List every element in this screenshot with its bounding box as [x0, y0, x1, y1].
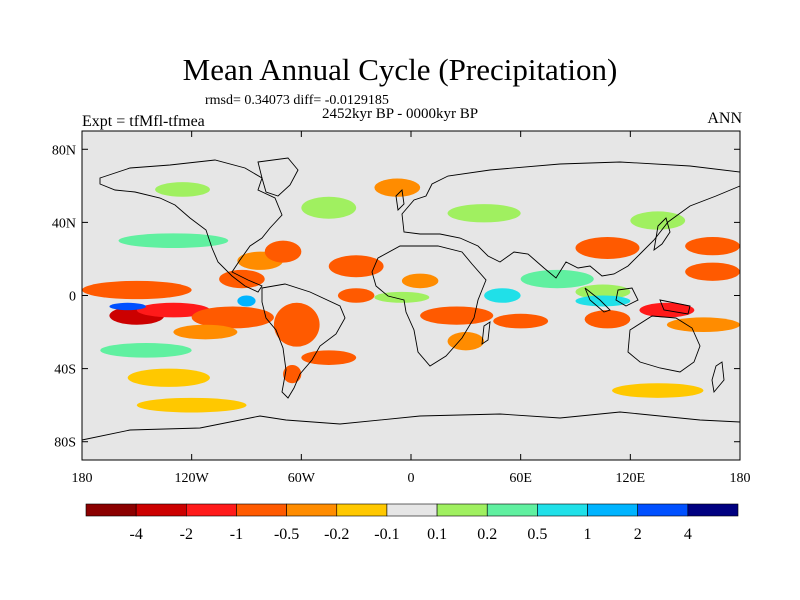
anomaly-region-2 — [136, 302, 210, 318]
anomaly-region-37 — [155, 182, 210, 197]
colorbar-label-2: -1 — [230, 526, 243, 543]
coast-australia — [627, 315, 701, 373]
anomaly-region-39 — [100, 343, 192, 358]
anomaly-region-24 — [127, 368, 210, 387]
anomaly-region-0 — [82, 280, 192, 300]
anomaly-region-8 — [328, 255, 384, 278]
coast-antarctica — [81, 411, 741, 441]
anomaly-region-15 — [493, 313, 549, 329]
anomaly-region-19 — [584, 310, 631, 329]
anomaly-region-25 — [136, 397, 247, 413]
anomaly-region-35 — [237, 295, 256, 307]
colorbar-box-8 — [486, 503, 538, 517]
coast-madagascar — [481, 321, 491, 345]
y-tick-label-0: 80N — [52, 143, 76, 158]
period-label: 2452kyr BP - 0000kyr BP — [322, 106, 479, 122]
chart-title: Mean Annual Cycle (Precipitation) — [182, 52, 618, 87]
colorbar-box-10 — [587, 503, 638, 517]
anomaly-region-22 — [685, 237, 740, 256]
anomaly-region-33 — [484, 288, 521, 303]
anomaly-region-11 — [283, 364, 302, 384]
stats-line: rmsd= 0.34073 diff= -0.0129185 — [205, 93, 389, 108]
anomaly-region-34 — [575, 295, 631, 307]
colorbar-label-7: 0.2 — [477, 526, 497, 543]
colorbar-label-1: -2 — [180, 526, 193, 543]
coast-north-america — [99, 159, 283, 293]
colorbar-box-0 — [85, 503, 137, 517]
x-tick-label-5: 120E — [616, 471, 646, 486]
colorbar-box-6 — [386, 503, 438, 517]
anomaly-region-20 — [666, 317, 740, 333]
anomaly-region-32 — [374, 291, 430, 303]
y-tick-label-1: 40N — [52, 216, 76, 231]
anomaly-region-13 — [420, 306, 494, 325]
axes: 180 120W 60W 0 60E 120E 180 80N 40N 0 40S 80S — [52, 131, 751, 486]
map-layer — [82, 131, 740, 460]
anomaly-region-17 — [685, 262, 740, 281]
coast-britain — [395, 189, 405, 211]
season-label: ANN — [707, 110, 742, 127]
coast-eurasia — [401, 161, 741, 279]
anomaly-region-9 — [337, 288, 375, 303]
y-tick-label-4: 80S — [54, 436, 76, 451]
colorbar-label-9: 1 — [584, 526, 592, 543]
colorbar-label-0: -4 — [129, 526, 142, 543]
anomaly-region-36 — [109, 302, 146, 311]
anomaly-region-28 — [118, 233, 229, 248]
colorbar-box-1 — [135, 503, 187, 517]
coast-new-guinea — [659, 299, 691, 315]
coast-new-zealand — [711, 361, 725, 394]
colorbar-label-4: -0.2 — [324, 526, 349, 543]
coast-africa — [371, 245, 487, 367]
x-tick-label-6: 180 — [730, 471, 751, 486]
coast-japan — [653, 217, 671, 252]
anomaly-region-21 — [575, 237, 640, 259]
anomaly-region-4 — [173, 324, 238, 340]
coastlines — [81, 157, 741, 441]
anomaly-region-29 — [301, 196, 357, 219]
y-tick-label-2: 0 — [69, 290, 76, 305]
anomaly-region-16 — [401, 273, 439, 289]
colorbar-box-2 — [186, 503, 237, 517]
x-tick-label-4: 60E — [509, 471, 532, 486]
y-tick-label-3: 40S — [54, 363, 76, 378]
anomaly-region-30 — [520, 269, 594, 289]
colorbar-box-7 — [436, 503, 488, 517]
anomaly-region-27 — [82, 207, 156, 230]
colorbar-label-10: 2 — [634, 526, 642, 543]
colorbar-label-11: 4 — [684, 526, 692, 543]
colorbar-box-11 — [637, 503, 689, 517]
colorbar-box-12 — [687, 503, 739, 517]
coast-sumatra — [584, 287, 611, 313]
anomaly-region-10 — [273, 302, 320, 347]
anomaly-region-14 — [447, 332, 485, 351]
colorbar-box-9 — [537, 503, 588, 517]
anomaly-region-5 — [219, 269, 265, 289]
anomaly-region-23 — [374, 178, 421, 197]
coast-south-america — [261, 283, 346, 399]
colorbar-label-8: 0.5 — [527, 526, 547, 543]
colorbar-box-3 — [236, 503, 287, 517]
colorbar-box-5 — [336, 503, 388, 517]
colorbar-label-5: -0.1 — [374, 526, 399, 543]
colorbar: -4 -2 -1 -0.5 -0.2 -0.1 0.1 0.2 0.5 1 2 4 — [85, 503, 739, 543]
experiment-label: Expt = tfMfl-tfmea — [82, 113, 205, 130]
colorbar-box-4 — [286, 503, 338, 517]
anomaly-region-26 — [612, 383, 704, 398]
anomaly-region-3 — [191, 306, 274, 329]
x-tick-label-0: 180 — [72, 471, 93, 486]
x-tick-label-1: 120W — [175, 471, 210, 486]
anomaly-region-38 — [447, 204, 521, 223]
colorbar-label-3: -0.5 — [274, 526, 299, 543]
x-tick-label-3: 0 — [408, 471, 415, 486]
anomaly-region-7 — [264, 240, 302, 263]
colorbar-label-6: 0.1 — [427, 526, 447, 543]
coast-borneo — [615, 287, 639, 307]
anomaly-region-40 — [630, 211, 686, 230]
x-tick-label-2: 60W — [288, 471, 316, 486]
coast-greenland — [257, 157, 299, 197]
